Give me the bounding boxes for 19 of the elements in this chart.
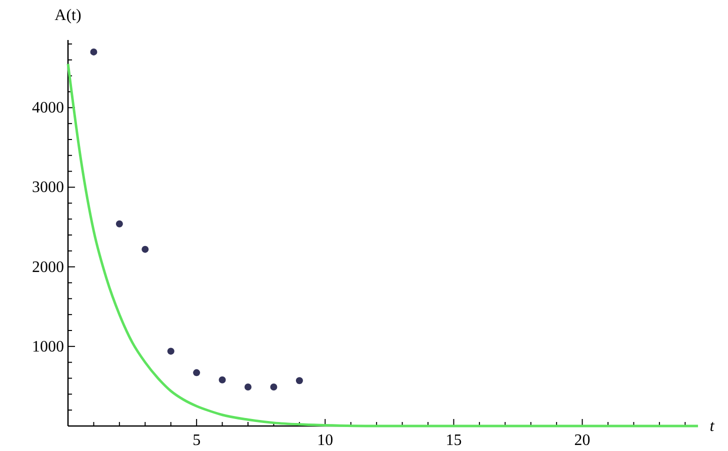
x-tick-label: 15 bbox=[446, 432, 462, 449]
point bbox=[218, 376, 226, 384]
y-axis-title: A(t) bbox=[54, 7, 82, 24]
x-tick-label: 5 bbox=[192, 432, 201, 449]
y-tick-label: 1000 bbox=[32, 338, 64, 356]
point bbox=[116, 220, 123, 228]
y-tick-label: 3000 bbox=[32, 179, 64, 196]
y-tick-label: 2000 bbox=[32, 258, 64, 276]
point bbox=[90, 48, 98, 56]
point bbox=[244, 384, 252, 390]
point bbox=[142, 246, 149, 253]
x-tick-label: 20 bbox=[574, 432, 590, 449]
point bbox=[167, 348, 174, 355]
x-axis-title: t bbox=[710, 418, 715, 435]
point bbox=[296, 377, 303, 384]
point bbox=[193, 369, 200, 376]
x-tick-label: 10 bbox=[317, 432, 334, 449]
y-tick-label: 4000 bbox=[32, 100, 64, 117]
point bbox=[270, 384, 278, 390]
